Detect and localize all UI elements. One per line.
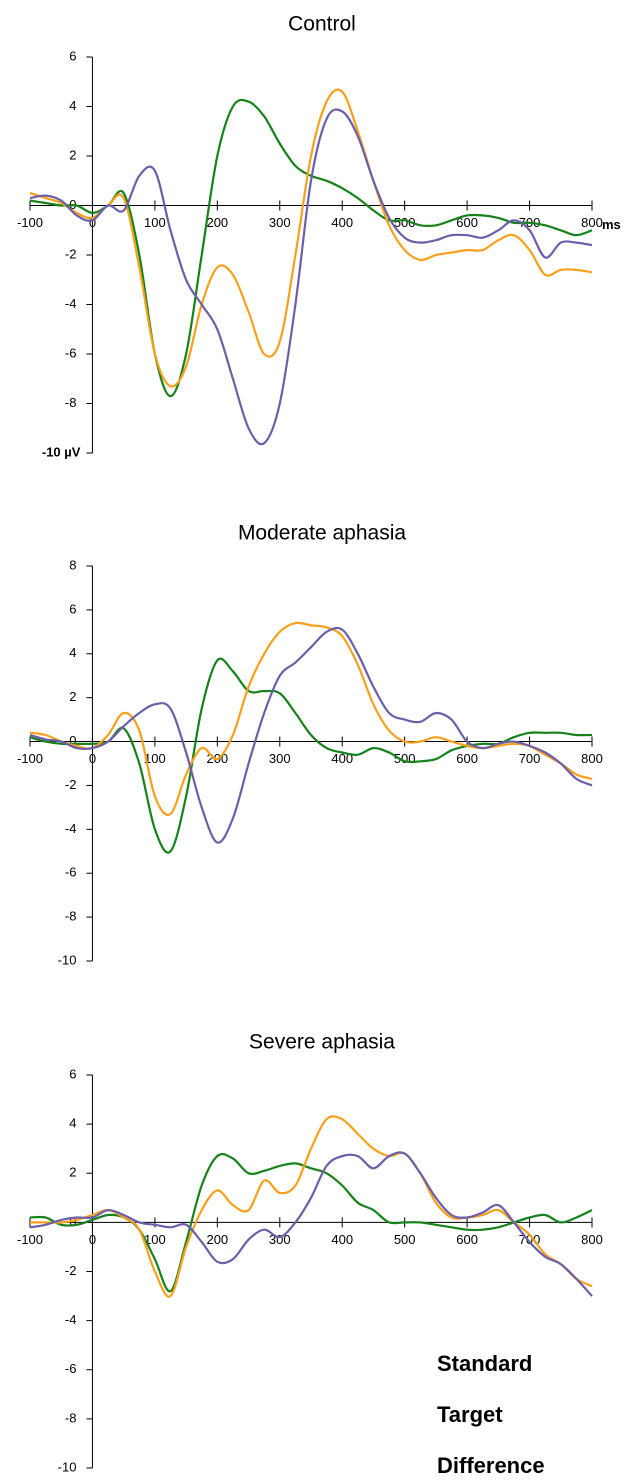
y-tick-label: 4 — [69, 645, 76, 660]
x-tick-label: 800 — [581, 1232, 603, 1247]
x-tick-label: 100 — [144, 751, 166, 766]
chart-title: Moderate aphasia — [238, 522, 406, 545]
y-tick-label: -8 — [65, 1410, 77, 1425]
curve — [29, 621, 593, 816]
legend-entry: Standard — [437, 1351, 532, 1376]
y-tick-label: -10 — [58, 952, 77, 967]
y-tick-label: -6 — [65, 1361, 77, 1376]
y-tick-label: 4 — [69, 98, 76, 113]
x-tick-label: 800 — [581, 215, 603, 230]
x-tick-label: 400 — [331, 1232, 353, 1247]
y-tick-label: 4 — [69, 1116, 76, 1131]
y-tick-label: -4 — [65, 1312, 77, 1327]
x-tick-label: 700 — [519, 751, 541, 766]
legend-entry: Target — [437, 1402, 503, 1427]
x-tick-label: 200 — [206, 1232, 228, 1247]
x-tick-label: 600 — [456, 751, 478, 766]
x-tick-label: 0 — [89, 215, 96, 230]
x-tick-label: -100 — [17, 215, 43, 230]
x-tick-label: 0 — [89, 751, 96, 766]
y-tick-label: 8 — [69, 557, 76, 572]
x-tick-label: 600 — [456, 1232, 478, 1247]
y-tick-label: 2 — [69, 147, 76, 162]
y-tick-label: 6 — [69, 601, 76, 616]
y-tick-label: -2 — [65, 777, 77, 792]
y-tick-label: -2 — [65, 1263, 77, 1278]
curve — [29, 626, 593, 844]
x-tick-label: 400 — [331, 215, 353, 230]
x-tick-label: 500 — [394, 1232, 416, 1247]
y-tick-label: 2 — [69, 689, 76, 704]
x-tick-label: 300 — [269, 215, 291, 230]
y-tick-label: -10 µV — [42, 444, 81, 459]
x-axis-label: ms — [602, 217, 621, 232]
y-tick-label: 2 — [69, 1165, 76, 1180]
y-tick-label: -8 — [65, 909, 77, 924]
curve — [29, 88, 593, 388]
x-tick-label: 300 — [269, 751, 291, 766]
x-tick-label: 800 — [581, 751, 603, 766]
curve — [29, 108, 593, 446]
y-tick-label: -8 — [65, 395, 77, 410]
chart-title: Severe aphasia — [249, 1031, 395, 1054]
curve — [30, 1115, 593, 1298]
y-tick-label: -10 — [58, 1459, 77, 1474]
x-tick-label: 200 — [206, 215, 228, 230]
y-tick-label: -6 — [65, 865, 77, 880]
y-tick-label: 6 — [69, 48, 76, 63]
x-tick-label: -100 — [17, 751, 43, 766]
legend-entry: Difference — [437, 1453, 545, 1478]
curve — [29, 98, 593, 398]
chart-title: Control — [288, 13, 356, 36]
x-tick-label: 0 — [89, 1232, 96, 1247]
x-tick-label: 600 — [456, 215, 478, 230]
curve — [29, 1151, 593, 1297]
y-tick-label: -6 — [65, 345, 77, 360]
y-tick-label: -2 — [65, 246, 77, 261]
curve — [29, 657, 593, 854]
x-tick-label: -100 — [17, 1232, 43, 1247]
x-tick-label: 100 — [144, 1232, 166, 1247]
y-tick-label: 0 — [69, 733, 76, 748]
y-tick-label: -4 — [65, 821, 77, 836]
y-tick-label: -4 — [65, 296, 77, 311]
x-tick-label: 500 — [394, 215, 416, 230]
y-tick-label: 6 — [69, 1066, 76, 1081]
x-tick-label: 100 — [144, 215, 166, 230]
